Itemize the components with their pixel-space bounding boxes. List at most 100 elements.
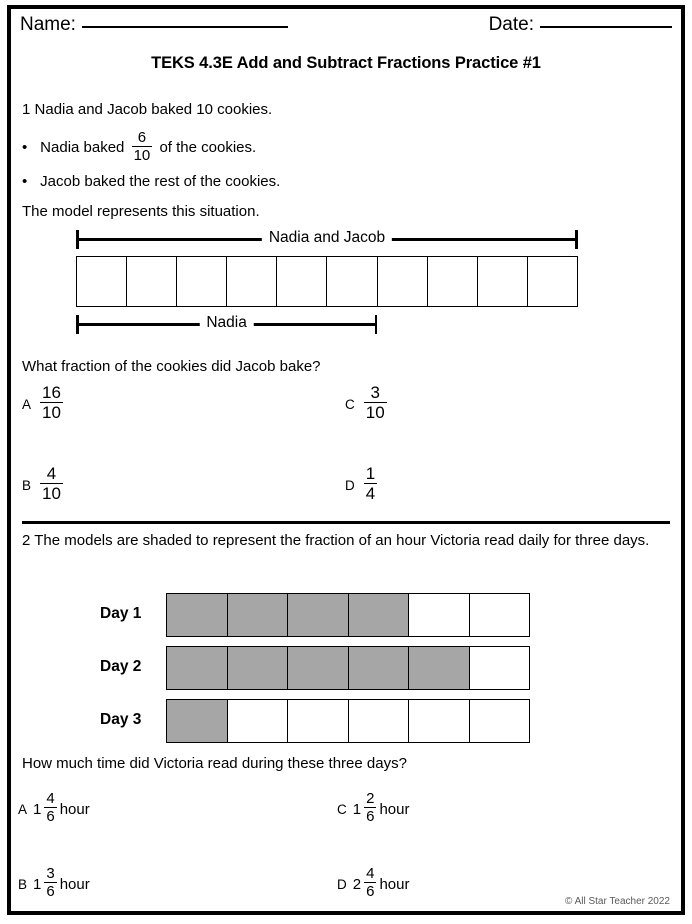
fraction-numerator: 16 — [42, 383, 61, 402]
choice-fraction: 2 6 — [364, 790, 377, 825]
name-label: Name: — [20, 14, 76, 35]
choice-unit: hour — [59, 800, 90, 818]
unshaded-cell — [409, 594, 470, 636]
question2-stem-text: The models are shaded to represent the f… — [34, 532, 650, 549]
choice-letter: C — [345, 396, 355, 412]
choice-fraction: 4 6 — [44, 790, 57, 825]
choice-whole-number: 2 — [352, 875, 362, 893]
bar-model-cell — [528, 257, 577, 306]
bar-model-cell — [127, 257, 178, 306]
bullet2-text: Jacob baked the rest of the cookies. — [40, 173, 281, 190]
worksheet-header: Name: Date: — [20, 14, 672, 42]
question1-choice-b[interactable]: B 4 10 — [22, 465, 66, 504]
choice-letter: B — [18, 876, 28, 892]
question1-choice-c[interactable]: C 3 10 — [345, 383, 390, 423]
choice-letter: B — [22, 477, 32, 493]
day2-label: Day 2 — [100, 658, 142, 675]
shaded-cell — [348, 594, 409, 636]
question2-choice-d[interactable]: D 2 4 6 hour — [337, 866, 409, 901]
bracket-tick-left — [76, 315, 79, 334]
choice-fraction: 1 4 — [363, 464, 378, 503]
choice-fraction: 4 10 — [40, 465, 63, 503]
question1-choice-a[interactable]: A 16 10 — [22, 383, 66, 423]
bar-model-cell — [277, 257, 328, 306]
shaded-cell — [288, 594, 349, 636]
shaded-cell — [288, 647, 349, 689]
bullet-icon: • — [22, 138, 28, 156]
choice-letter: D — [345, 477, 355, 493]
fraction-denominator: 10 — [40, 483, 63, 503]
bar-model-cell — [378, 257, 428, 306]
bar-model-cell — [428, 257, 478, 306]
bracket-tick-right — [374, 315, 378, 334]
date-label: Date: — [488, 14, 534, 35]
unshaded-cell — [469, 700, 529, 742]
choice-letter: D — [337, 876, 347, 892]
fraction-numerator: 3 — [46, 865, 55, 882]
bracket-tick-right — [575, 230, 578, 249]
shaded-cell — [167, 700, 228, 742]
fraction-denominator: 6 — [44, 807, 57, 825]
date-input-line[interactable] — [540, 25, 672, 28]
question1-prompt: What fraction of the cookies did Jacob b… — [22, 358, 321, 375]
bullet-icon: • — [22, 173, 28, 190]
choice-whole-number: 1 — [33, 800, 42, 818]
page-title: TEKS 4.3E Add and Subtract Fractions Pra… — [151, 54, 541, 72]
unshaded-cell — [409, 700, 470, 742]
bracket-nadia: Nadia — [76, 313, 378, 334]
question1-choice-d[interactable]: D 1 4 — [345, 464, 380, 504]
bar-model-cell — [478, 257, 528, 306]
question1-number: 1 — [22, 101, 31, 118]
choice-letter: A — [22, 396, 32, 412]
shaded-cell — [409, 647, 470, 689]
fraction-denominator: 10 — [40, 402, 63, 422]
name-field-group: Name: — [20, 14, 288, 36]
question2-choice-b[interactable]: B 1 3 6 hour — [18, 865, 90, 901]
unshaded-cell — [288, 700, 349, 742]
question2-number: 2 — [22, 532, 31, 549]
fraction-numerator: 6 — [137, 129, 147, 146]
fraction-six-tenths: 6 10 — [131, 129, 153, 164]
question1-bar-model — [76, 256, 578, 307]
choice-unit: hour — [59, 875, 90, 893]
bar-model-cell — [327, 257, 378, 306]
bar-model-cell — [227, 257, 278, 306]
name-input-line[interactable] — [81, 25, 288, 28]
shaded-cell — [227, 647, 288, 689]
choice-letter: C — [337, 801, 347, 817]
question2-choice-c[interactable]: C 1 2 6 hour — [337, 790, 409, 826]
bracket-nadia-and-jacob: Nadia and Jacob — [76, 228, 578, 249]
bullet1-text-after: of the cookies. — [159, 138, 257, 156]
fraction-numerator: 4 — [46, 790, 55, 807]
date-field-group: Date: — [489, 14, 672, 36]
day1-fraction-model — [166, 593, 530, 637]
section-divider — [22, 521, 670, 524]
bracket-tick-left — [76, 230, 79, 249]
bar-model-cell — [77, 257, 128, 306]
unshaded-cell — [348, 700, 409, 742]
shaded-cell — [348, 647, 409, 689]
question2-choice-a[interactable]: A 1 4 6 hour — [18, 790, 90, 826]
fraction-numerator: 1 — [365, 464, 376, 483]
shaded-cell — [167, 594, 228, 636]
shaded-cell — [167, 647, 228, 689]
question2-prompt: How much time did Victoria read during t… — [22, 755, 407, 772]
fraction-numerator: 2 — [366, 790, 375, 807]
question2-stem: 2 The models are shaded to represent the… — [22, 531, 662, 550]
fraction-denominator: 6 — [364, 807, 377, 825]
choice-fraction: 3 6 — [44, 865, 57, 900]
bar-model-cell — [177, 257, 228, 306]
day1-label: Day 1 — [100, 605, 142, 622]
fraction-denominator: 4 — [363, 483, 378, 503]
choice-fraction: 3 10 — [363, 383, 387, 422]
choice-letter: A — [18, 801, 28, 817]
day2-fraction-model — [166, 646, 530, 690]
unshaded-cell — [469, 594, 529, 636]
choice-fraction: 4 6 — [364, 866, 377, 900]
copyright-footer: © All Star Teacher 2022 — [564, 896, 670, 907]
fraction-denominator: 6 — [44, 882, 57, 900]
fraction-numerator: 3 — [370, 383, 380, 402]
unshaded-cell — [469, 647, 529, 689]
day3-label: Day 3 — [100, 711, 142, 728]
